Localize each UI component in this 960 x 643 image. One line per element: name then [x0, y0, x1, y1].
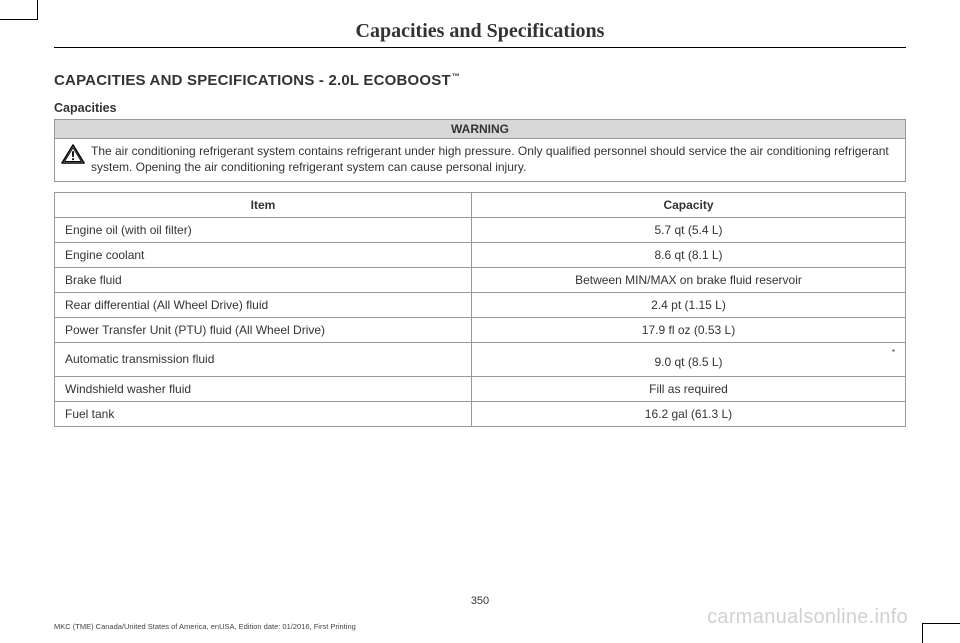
capacities-table: Item Capacity Engine oil (with oil filte…	[54, 192, 906, 426]
cell-capacity: * 9.0 qt (8.5 L)	[471, 343, 905, 376]
cell-capacity: 17.9 fl oz (0.53 L)	[471, 318, 905, 343]
page-number: 350	[0, 595, 960, 607]
col-capacity-header: Capacity	[471, 193, 905, 218]
cell-capacity-text: 9.0 qt (8.5 L)	[654, 355, 722, 369]
warning-icon	[61, 144, 85, 168]
table-row: Power Transfer Unit (PTU) fluid (All Whe…	[55, 318, 906, 343]
table-row: Brake fluid Between MIN/MAX on brake flu…	[55, 268, 906, 293]
cell-capacity: 5.7 qt (5.4 L)	[471, 218, 905, 243]
cell-item: Power Transfer Unit (PTU) fluid (All Whe…	[55, 318, 472, 343]
warning-box: WARNING The air conditioning refrigerant…	[54, 119, 906, 182]
warning-header: WARNING	[55, 120, 905, 139]
table-row: Rear differential (All Wheel Drive) flui…	[55, 293, 906, 318]
table-row: Engine oil (with oil filter) 5.7 qt (5.4…	[55, 218, 906, 243]
cell-item: Windshield washer fluid	[55, 376, 472, 401]
warning-text: The air conditioning refrigerant system …	[91, 143, 897, 175]
cell-capacity: 2.4 pt (1.15 L)	[471, 293, 905, 318]
crop-mark-bottom-right	[922, 623, 960, 643]
table-row: Engine coolant 8.6 qt (8.1 L)	[55, 243, 906, 268]
cell-item: Fuel tank	[55, 401, 472, 426]
page-container: Capacities and Specifications CAPACITIES…	[0, 0, 960, 643]
cell-capacity: 8.6 qt (8.1 L)	[471, 243, 905, 268]
section-title-text: CAPACITIES AND SPECIFICATIONS - 2.0L ECO…	[54, 72, 451, 89]
cell-capacity: Fill as required	[471, 376, 905, 401]
cell-item: Automatic transmission fluid	[55, 343, 472, 376]
table-row: Fuel tank 16.2 gal (61.3 L)	[55, 401, 906, 426]
imprint-line: MKC (TME) Canada/United States of Americ…	[54, 622, 356, 631]
cell-capacity: Between MIN/MAX on brake fluid reservoir	[471, 268, 905, 293]
crop-mark-top-left	[0, 0, 38, 20]
cell-item: Engine coolant	[55, 243, 472, 268]
watermark-text: carmanualsonline.info	[707, 606, 908, 629]
trademark-symbol: ™	[452, 72, 460, 81]
table-row: Windshield washer fluid Fill as required	[55, 376, 906, 401]
subsection-capacities: Capacities	[54, 101, 906, 115]
footnote-mark: *	[482, 348, 895, 354]
cell-item: Engine oil (with oil filter)	[55, 218, 472, 243]
table-header-row: Item Capacity	[55, 193, 906, 218]
warning-body: The air conditioning refrigerant system …	[55, 139, 905, 181]
page-title: Capacities and Specifications	[54, 20, 906, 48]
cell-item: Rear differential (All Wheel Drive) flui…	[55, 293, 472, 318]
col-item-header: Item	[55, 193, 472, 218]
cell-item: Brake fluid	[55, 268, 472, 293]
section-title: CAPACITIES AND SPECIFICATIONS - 2.0L ECO…	[54, 72, 906, 89]
table-row: Automatic transmission fluid * 9.0 qt (8…	[55, 343, 906, 376]
cell-capacity: 16.2 gal (61.3 L)	[471, 401, 905, 426]
